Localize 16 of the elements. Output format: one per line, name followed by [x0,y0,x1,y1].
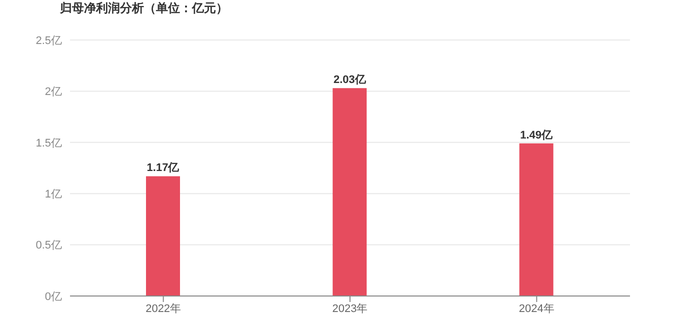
x-tick-label: 2022年 [146,302,182,315]
data-label: 1.49亿 [520,129,554,142]
chart-title: 归母净利润分析（单位：亿元） [60,0,228,17]
bar [332,88,367,296]
y-tick-label: 1.5亿 [36,137,62,150]
x-tick-label: 2024年 [518,302,554,315]
data-label: 1.17亿 [146,162,180,174]
y-tick-label: 0亿 [44,290,62,303]
y-tick-label: 2亿 [44,86,62,98]
y-tick-label: 2.5亿 [36,34,62,47]
bar [146,176,180,296]
data-label: 2.03亿 [333,74,367,86]
y-tick-label: 1亿 [44,188,62,201]
y-tick-label: 0.5亿 [36,240,62,252]
bar [519,143,554,296]
x-tick-label: 2023年 [332,302,368,315]
